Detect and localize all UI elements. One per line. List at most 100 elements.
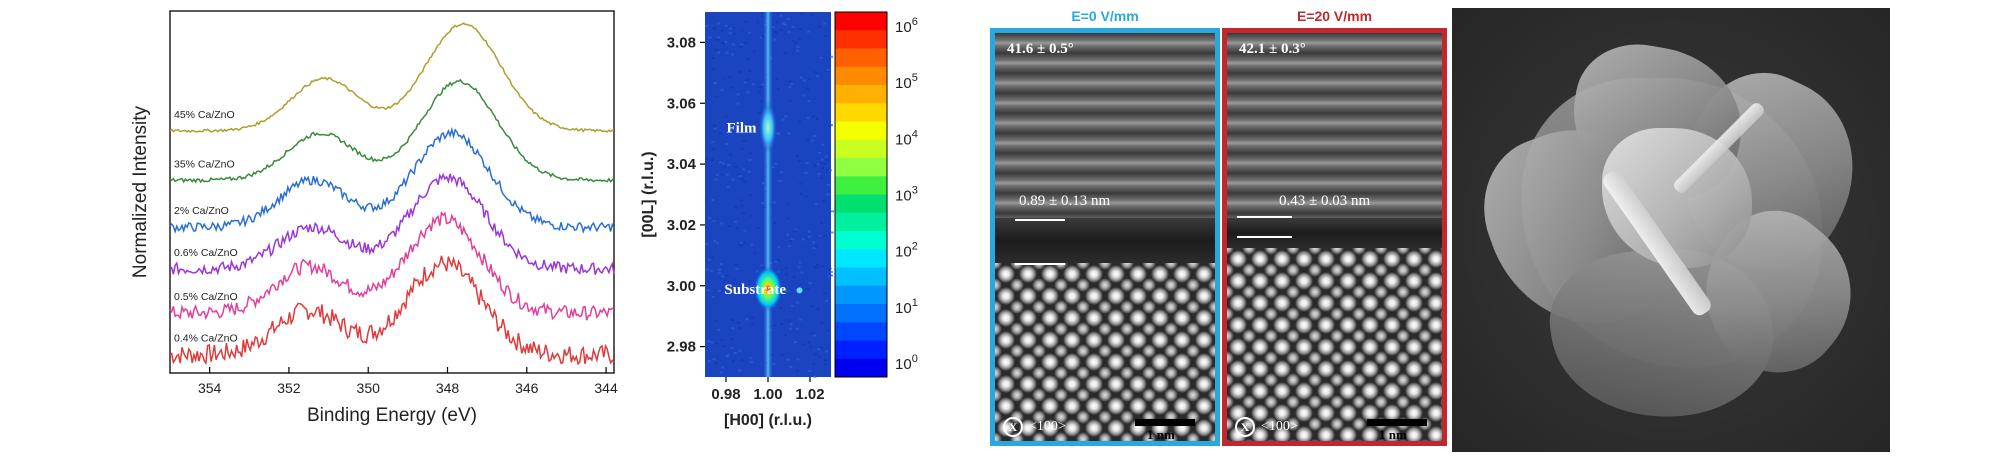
noise-speck xyxy=(714,178,718,181)
colorbar-tick-exponent: 6 xyxy=(912,16,918,28)
noise-speck xyxy=(805,195,809,198)
colorbar-tick-exponent: 4 xyxy=(912,128,918,140)
noise-speck xyxy=(786,217,790,220)
noise-speck xyxy=(825,350,828,353)
noise-speck xyxy=(750,316,754,319)
interface-marker-upper xyxy=(1015,219,1065,221)
noise-speck xyxy=(799,76,803,79)
series-line xyxy=(169,22,615,133)
noise-speck xyxy=(708,258,712,261)
noise-speck xyxy=(792,275,796,278)
colorbar-band xyxy=(835,249,887,268)
noise-speck xyxy=(788,99,792,102)
noise-speck xyxy=(719,371,723,374)
noise-speck xyxy=(744,20,748,23)
x-tick-label: 354 xyxy=(198,380,222,396)
noise-speck xyxy=(813,135,817,137)
colorbar-tick-exponent: 5 xyxy=(912,72,918,84)
noise-speck xyxy=(813,71,817,74)
colorbar-band xyxy=(835,304,887,323)
noise-speck xyxy=(796,358,800,361)
stem-right-image: 42.1 ± 0.3° 0.43 ± 0.03 nm X <100> 1 nm xyxy=(1222,28,1447,446)
noise-speck xyxy=(796,49,800,52)
x-tick-label: 352 xyxy=(277,380,301,396)
colorbar-band xyxy=(835,139,887,159)
noise-speck xyxy=(716,36,720,39)
noise-speck xyxy=(823,162,826,165)
zone-axis-x-icon: X xyxy=(1003,417,1023,437)
noise-speck xyxy=(824,35,828,38)
noise-speck xyxy=(719,132,723,135)
noise-speck xyxy=(780,353,784,356)
noise-speck xyxy=(814,353,818,356)
noise-speck xyxy=(786,233,790,236)
noise-speck xyxy=(779,14,783,17)
noise-speck xyxy=(729,86,733,89)
noise-speck xyxy=(745,318,749,321)
x-tick-label: 350 xyxy=(357,380,381,396)
noise-speck xyxy=(749,152,753,155)
series-label: 0.4% Ca/ZnO xyxy=(174,333,238,345)
noise-speck xyxy=(714,362,718,365)
noise-speck xyxy=(817,162,821,165)
noise-speck xyxy=(783,23,787,26)
noise-speck xyxy=(720,173,724,176)
noise-speck xyxy=(812,115,815,118)
noise-speck xyxy=(785,290,789,293)
noise-speck xyxy=(825,299,829,302)
colorbar-band xyxy=(835,158,887,177)
noise-speck xyxy=(823,359,827,362)
film-peak xyxy=(759,101,777,154)
noise-speck xyxy=(788,80,792,83)
noise-speck xyxy=(726,186,730,189)
noise-speck xyxy=(815,117,819,120)
noise-speck xyxy=(820,176,824,179)
stem-right-scalebar xyxy=(1367,419,1427,426)
noise-speck xyxy=(733,278,737,281)
plot-frame xyxy=(169,10,615,374)
noise-speck xyxy=(712,358,716,361)
noise-speck xyxy=(713,82,717,85)
noise-speck xyxy=(822,292,826,295)
noise-speck xyxy=(818,355,822,358)
colorbar-band xyxy=(835,12,887,31)
stem-left-zone-axis: X <100> xyxy=(1003,417,1066,437)
noise-speck xyxy=(825,70,829,73)
noise-speck xyxy=(806,288,810,291)
interface-marker-upper xyxy=(1237,216,1292,218)
noise-speck xyxy=(798,261,802,264)
noise-speck xyxy=(739,45,743,48)
noise-speck xyxy=(726,163,730,166)
noise-speck xyxy=(773,221,777,224)
noise-speck xyxy=(756,227,760,230)
substrate-peak xyxy=(754,266,782,311)
series-line xyxy=(169,210,615,321)
x-tick-label: 1.02 xyxy=(795,386,824,403)
noise-speck xyxy=(748,31,752,34)
noise-speck xyxy=(705,242,709,245)
noise-speck xyxy=(805,162,809,165)
noise-speck xyxy=(721,275,725,278)
colorbar-tick-label: 103 xyxy=(895,185,918,205)
noise-speck xyxy=(736,93,740,96)
noise-speck xyxy=(786,18,790,20)
noise-speck xyxy=(797,266,801,269)
noise-speck xyxy=(715,241,719,244)
noise-speck xyxy=(813,375,817,378)
noise-speck xyxy=(743,81,747,84)
noise-speck xyxy=(715,319,718,322)
colorbar-tick-label: 102 xyxy=(895,241,918,261)
colorbar-tick-exponent: 3 xyxy=(912,185,918,197)
interface-marker-lower xyxy=(1237,236,1292,238)
colorbar-band xyxy=(835,121,887,141)
film-lattice-region xyxy=(995,33,1215,218)
noise-speck xyxy=(830,55,834,58)
noise-speck xyxy=(707,280,711,283)
noise-speck xyxy=(730,53,734,56)
colorbar-band xyxy=(835,358,887,378)
noise-speck xyxy=(759,36,763,39)
noise-speck xyxy=(820,321,823,324)
noise-speck xyxy=(787,132,791,135)
colorbar-band xyxy=(835,322,887,341)
colorbar-band xyxy=(835,48,887,68)
